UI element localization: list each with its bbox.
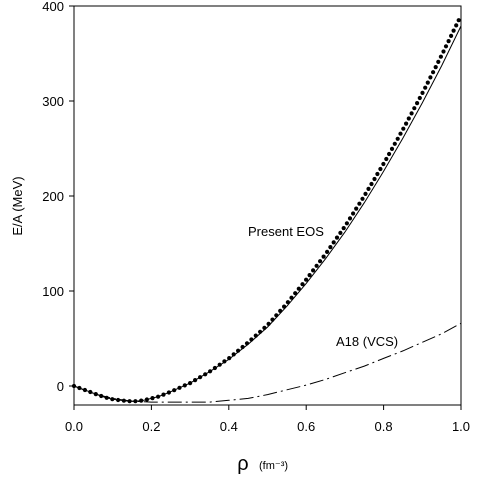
present-eos-dot xyxy=(314,263,319,268)
y-tick-label: 400 xyxy=(42,0,64,14)
annotation-present-eos: Present EOS xyxy=(248,224,324,239)
y-tick-label: 200 xyxy=(42,189,64,204)
present-eos-dot xyxy=(398,131,403,136)
present-eos-dot xyxy=(293,291,298,296)
axis-ticks: 0.0 0.2 0.4 0.6 0.8 1.0 0 100 200 300 400 xyxy=(42,0,470,434)
present-eos-dotted-path xyxy=(74,16,461,402)
x-axis-unit: (fm⁻³) xyxy=(259,460,288,472)
present-eos-dot xyxy=(344,221,349,226)
present-eos-dot xyxy=(425,80,430,85)
present-eos-dot xyxy=(318,259,323,264)
present-eos-dot xyxy=(438,54,443,59)
present-eos-dot xyxy=(392,141,397,146)
present-eos-dot xyxy=(381,161,386,167)
solid-line xyxy=(73,25,462,402)
present-eos-dot xyxy=(351,211,356,216)
present-eos-dot xyxy=(296,286,301,291)
present-eos-dot xyxy=(375,171,380,177)
x-axis-title: ρ xyxy=(237,453,248,475)
present-eos-dot xyxy=(404,121,409,126)
x-tick-label: 0.8 xyxy=(375,419,393,434)
present-eos-dot xyxy=(231,352,236,357)
present-eos-dot xyxy=(347,216,353,221)
present-eos-dot xyxy=(431,70,436,75)
present-eos-dot xyxy=(354,206,359,211)
x-tick-label: 0.2 xyxy=(142,419,160,434)
present-eos-dot xyxy=(436,59,441,64)
y-axis-title: E/A (MeV) xyxy=(10,176,25,235)
plot-frame xyxy=(73,5,462,406)
present-eos-dot xyxy=(406,116,411,121)
present-eos-dot xyxy=(325,249,330,254)
present-eos-dot xyxy=(328,245,333,250)
present-eos-dot xyxy=(357,201,362,206)
present-eos-dot xyxy=(300,282,305,287)
a18-vcs-dashdot-line xyxy=(73,322,462,403)
y-tick-label: 300 xyxy=(42,94,64,109)
present-eos-dot xyxy=(378,166,383,172)
annotation-a18-vcs: A18 (VCS) xyxy=(336,334,398,349)
present-eos-dot xyxy=(428,75,433,80)
present-eos-dot xyxy=(454,23,459,28)
x-tick-label: 0.0 xyxy=(65,419,83,434)
present-eos-dot xyxy=(331,240,336,245)
present-eos-dot xyxy=(311,268,316,273)
present-eos-dot xyxy=(456,18,461,23)
present-eos-dot xyxy=(433,65,438,70)
present-eos-dot xyxy=(420,90,425,95)
present-eos-dot xyxy=(417,95,422,101)
present-eos-dot xyxy=(449,33,454,39)
present-eos-dot xyxy=(341,226,346,231)
present-eos-dot xyxy=(412,106,417,111)
present-eos-dot xyxy=(423,85,428,90)
present-eos-dot xyxy=(366,186,371,191)
present-eos-dot xyxy=(227,356,232,361)
present-eos-dot xyxy=(446,39,451,44)
x-tick-label: 1.0 xyxy=(452,419,470,434)
present-eos-dot xyxy=(363,191,368,196)
present-eos-dot xyxy=(387,151,392,157)
y-tick-label: 0 xyxy=(57,379,64,394)
present-eos-dot xyxy=(384,156,389,162)
present-eos-dot xyxy=(415,101,420,106)
present-eos-dot xyxy=(369,181,374,187)
present-eos-dot xyxy=(395,136,400,141)
present-eos-dot xyxy=(307,273,312,278)
present-eos-dot xyxy=(304,277,309,282)
present-eos-dot xyxy=(338,230,343,235)
series-lines xyxy=(71,16,462,404)
present-eos-dot xyxy=(389,146,395,151)
present-eos-dot xyxy=(372,176,377,182)
present-eos-dot xyxy=(401,126,406,131)
x-tick-label: 0.6 xyxy=(297,419,315,434)
present-eos-dot xyxy=(443,44,449,49)
y-tick-label: 100 xyxy=(42,284,64,299)
x-tick-label: 0.4 xyxy=(220,419,238,434)
present-eos-dot xyxy=(321,254,326,259)
present-eos-dot xyxy=(289,295,294,300)
present-eos-dot xyxy=(334,235,340,240)
present-eos-dot xyxy=(451,28,456,33)
present-eos-dot xyxy=(441,49,446,54)
present-eos-dot xyxy=(360,196,365,201)
present-eos-dot xyxy=(409,111,414,116)
